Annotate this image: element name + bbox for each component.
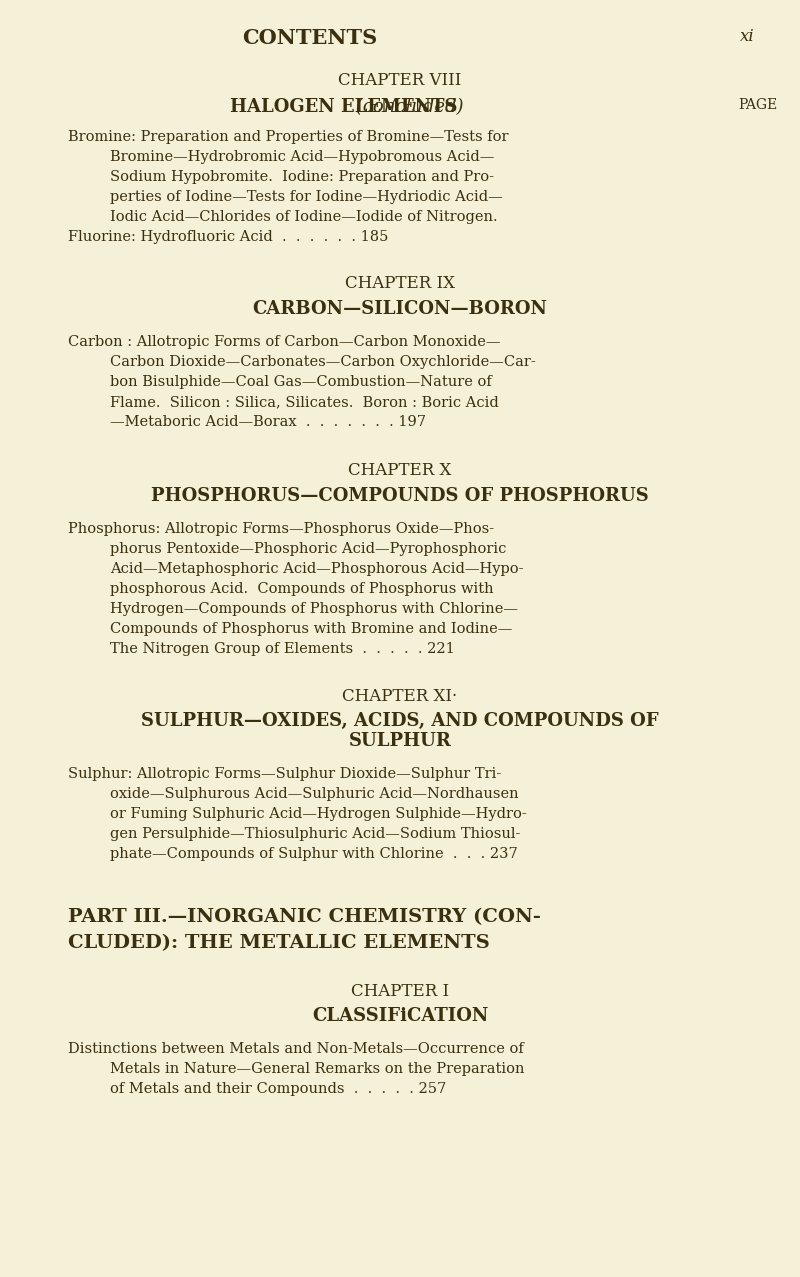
Text: CHAPTER I: CHAPTER I [351,983,449,1000]
Text: PHOSPHORUS—COMPOUNDS OF PHOSPHORUS: PHOSPHORUS—COMPOUNDS OF PHOSPHORUS [151,487,649,504]
Text: phorus Pentoxide—Phosphoric Acid—Pyrophosphoric: phorus Pentoxide—Phosphoric Acid—Pyropho… [110,541,506,555]
Text: Distinctions between Metals and Non-Metals—Occurrence of: Distinctions between Metals and Non-Meta… [68,1042,524,1056]
Text: —Metaboric Acid—Borax  .  .  .  .  .  .  . 197: —Metaboric Acid—Borax . . . . . . . 197 [110,415,426,429]
Text: Flame.  Silicon : Silica, Silicates.  Boron : Boric Acid: Flame. Silicon : Silica, Silicates. Boro… [110,395,498,409]
Text: Carbon : Allotropic Forms of Carbon—Carbon Monoxide—: Carbon : Allotropic Forms of Carbon—Carb… [68,335,501,349]
Text: CLUDED): THE METALLIC ELEMENTS: CLUDED): THE METALLIC ELEMENTS [68,933,490,951]
Text: CHAPTER IX: CHAPTER IX [345,275,455,292]
Text: Bromine—Hydrobromic Acid—Hypobromous Acid—: Bromine—Hydrobromic Acid—Hypobromous Aci… [110,149,494,163]
Text: PART III.—INORGANIC CHEMISTRY (CON-: PART III.—INORGANIC CHEMISTRY (CON- [68,908,541,926]
Text: CHAPTER X: CHAPTER X [348,462,452,479]
Text: SULPHUR—OXIDES, ACIDS, AND COMPOUNDS OF: SULPHUR—OXIDES, ACIDS, AND COMPOUNDS OF [141,713,659,730]
Text: CHAPTER VIII: CHAPTER VIII [338,72,462,89]
Text: Acid—Metaphosphoric Acid—Phosphorous Acid—Hypo-: Acid—Metaphosphoric Acid—Phosphorous Aci… [110,562,523,576]
Text: Bromine: Preparation and Properties of Bromine—Tests for: Bromine: Preparation and Properties of B… [68,130,509,144]
Text: Fluorine: Hydrofluoric Acid  .  .  .  .  .  . 185: Fluorine: Hydrofluoric Acid . . . . . . … [68,230,388,244]
Text: or Fuming Sulphuric Acid—Hydrogen Sulphide—Hydro-: or Fuming Sulphuric Acid—Hydrogen Sulphi… [110,807,526,821]
Text: oxide—Sulphurous Acid—Sulphuric Acid—Nordhausen: oxide—Sulphurous Acid—Sulphuric Acid—Nor… [110,787,518,801]
Text: perties of Iodine—Tests for Iodine—Hydriodic Acid—: perties of Iodine—Tests for Iodine—Hydri… [110,190,502,204]
Text: CLASSIFiCATION: CLASSIFiCATION [312,1008,488,1025]
Text: CHAPTER XI·: CHAPTER XI· [342,688,458,705]
Text: The Nitrogen Group of Elements  .  .  .  .  . 221: The Nitrogen Group of Elements . . . . .… [110,642,454,656]
Text: phosphorous Acid.  Compounds of Phosphorus with: phosphorous Acid. Compounds of Phosphoru… [110,582,494,596]
Text: xi: xi [740,28,754,45]
Text: phate—Compounds of Sulphur with Chlorine  .  .  . 237: phate—Compounds of Sulphur with Chlorine… [110,847,518,861]
Text: Iodic Acid—Chlorides of Iodine—Iodide of Nitrogen.: Iodic Acid—Chlorides of Iodine—Iodide of… [110,209,498,223]
Text: Sodium Hypobromite.  Iodine: Preparation and Pro-: Sodium Hypobromite. Iodine: Preparation … [110,170,494,184]
Text: gen Persulphide—Thiosulphuric Acid—Sodium Thiosul-: gen Persulphide—Thiosulphuric Acid—Sodiu… [110,827,520,842]
Text: Sulphur: Allotropic Forms—Sulphur Dioxide—Sulphur Tri-: Sulphur: Allotropic Forms—Sulphur Dioxid… [68,767,502,782]
Text: Compounds of Phosphorus with Bromine and Iodine—: Compounds of Phosphorus with Bromine and… [110,622,512,636]
Text: CARBON—SILICON—BORON: CARBON—SILICON—BORON [253,300,547,318]
Text: Phosphorus: Allotropic Forms—Phosphorus Oxide—Phos-: Phosphorus: Allotropic Forms—Phosphorus … [68,522,494,536]
Text: bon Bisulphide—Coal Gas—Combustion—Nature of: bon Bisulphide—Coal Gas—Combustion—Natur… [110,375,492,389]
Text: HALOGEN ELEMENTS: HALOGEN ELEMENTS [230,98,458,116]
Text: Metals in Nature—General Remarks on the Preparation: Metals in Nature—General Remarks on the … [110,1062,525,1077]
Text: Hydrogen—Compounds of Phosphorus with Chlorine—: Hydrogen—Compounds of Phosphorus with Ch… [110,601,518,616]
Text: CONTENTS: CONTENTS [242,28,378,49]
Text: Carbon Dioxide—Carbonates—Carbon Oxychloride—Car-: Carbon Dioxide—Carbonates—Carbon Oxychlo… [110,355,536,369]
Text: of Metals and their Compounds  .  .  .  .  . 257: of Metals and their Compounds . . . . . … [110,1082,446,1096]
Text: PAGE: PAGE [738,98,778,112]
Text: SULPHUR: SULPHUR [349,732,451,750]
Text: (concluded): (concluded) [350,98,463,116]
